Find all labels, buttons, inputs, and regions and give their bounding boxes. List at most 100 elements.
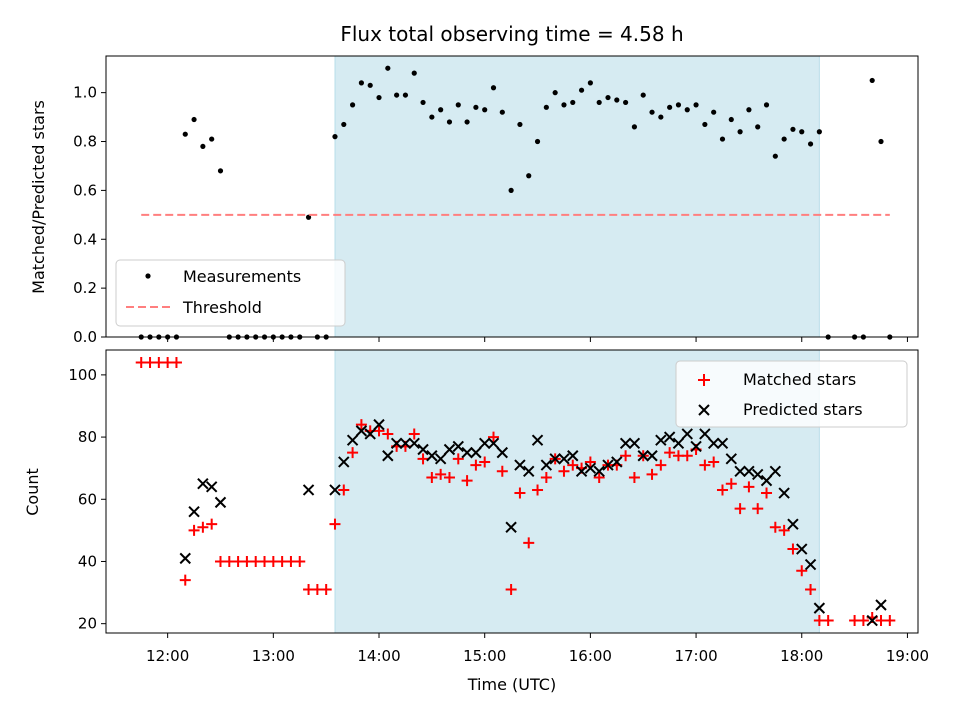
predicted-stars-point — [197, 478, 209, 490]
measurements-point — [702, 121, 708, 128]
x-axis-label: Time (UTC) — [467, 675, 556, 694]
measurements-point — [552, 90, 558, 96]
measurements-point — [191, 116, 197, 123]
matched-stars-point — [355, 419, 367, 431]
measurements-point — [534, 138, 541, 145]
predicted-stars-point — [426, 450, 438, 462]
matched-stars-point — [505, 583, 517, 595]
predicted-stars-point — [408, 437, 420, 450]
matched-stars-point — [822, 615, 834, 627]
matched-stars-point — [496, 465, 508, 477]
predicted-stars-point — [752, 468, 764, 481]
bottom-x-axis: 12:00 13:00 14:00 15:00 16:00 17:00 18:00 19:00 — [146, 633, 929, 665]
x-tick-label: 16:00 — [569, 647, 612, 665]
predicted-stars-point — [338, 456, 350, 468]
x-tick-label: 17:00 — [674, 647, 717, 665]
matched-stars-point — [417, 453, 429, 465]
matched-stars-point — [206, 518, 218, 530]
y-tick-label: 0.6 — [73, 181, 97, 199]
predicted-stars-point — [725, 453, 738, 465]
matched-stars-point — [294, 555, 306, 567]
predicted-stars-point — [179, 552, 191, 565]
predicted-stars-point — [531, 434, 544, 446]
x-tick-label: 19:00 — [886, 647, 929, 665]
predicted-stars-point — [355, 425, 368, 437]
measurements-point — [711, 109, 717, 115]
matched-stars-point — [435, 468, 447, 480]
predicted-stars-point — [593, 465, 605, 477]
matched-stars-point — [329, 518, 341, 530]
predicted-stars-point — [681, 428, 693, 440]
measurements-point — [667, 104, 673, 110]
measurements-point — [438, 107, 444, 113]
predicted-stars-point — [496, 446, 509, 459]
predicted-stars-point — [452, 440, 464, 453]
predicted-stars-point — [619, 437, 632, 450]
legend-matched-label: Matched stars — [743, 370, 856, 389]
predicted-stars-point — [787, 518, 799, 530]
measurements-point — [807, 141, 814, 147]
predicted-stars-point — [329, 484, 341, 496]
matched-stars-point — [769, 521, 781, 533]
matched-stars-point — [796, 565, 808, 577]
measurements-point — [561, 102, 567, 108]
bottom-y-axis: 20 40 60 80 100 — [68, 366, 106, 633]
legend-predicted-label: Predicted stars — [743, 400, 863, 419]
matched-stars-point — [699, 459, 711, 471]
measurements-point — [869, 77, 875, 84]
measurements-point — [526, 173, 532, 179]
measurements-point — [746, 107, 752, 113]
predicted-stars-point — [778, 487, 790, 499]
measurements-point — [341, 121, 347, 128]
observing-window-shade-top — [334, 55, 820, 338]
measurements-point — [719, 136, 726, 142]
x-tick-label: 18:00 — [780, 647, 823, 665]
x-tick-label: 14:00 — [357, 647, 400, 665]
matched-stars-point — [743, 481, 755, 493]
matched-stars-point — [787, 543, 799, 555]
measurements-point — [587, 80, 593, 86]
predicted-stars-point — [796, 543, 808, 555]
matched-stars-point — [373, 425, 385, 437]
predicted-stars-point — [672, 437, 685, 450]
measurements-point — [772, 153, 778, 159]
predicted-stars-point — [382, 450, 394, 462]
matched-stars-point — [857, 615, 869, 627]
predicted-stars-point — [302, 484, 315, 496]
measurements-point — [614, 97, 620, 103]
x-tick-label: 12:00 — [146, 647, 189, 665]
predicted-stars-point — [558, 453, 570, 465]
matched-stars-point — [532, 484, 544, 496]
top-legend: Measurements Threshold — [115, 259, 346, 327]
measurements-point — [790, 126, 796, 132]
predicted-stars-point — [461, 446, 473, 459]
predicted-stars-point — [540, 459, 553, 471]
matched-stars-point — [593, 472, 605, 484]
y-tick-label: 80 — [78, 428, 97, 446]
measurements-point — [517, 121, 523, 128]
top-legend-box — [115, 259, 346, 327]
predicted-stars-point — [417, 443, 429, 456]
top-panel: 0.0 0.2 0.4 0.6 0.8 1.0 Matched/Predicted sta… — [29, 55, 919, 346]
measurements-point — [728, 116, 734, 123]
predicted-stars-point — [769, 465, 782, 477]
measurements-point — [570, 99, 576, 106]
matched-stars-point — [752, 503, 764, 515]
predicted-stars-point — [549, 453, 561, 465]
measurements-point — [402, 92, 409, 98]
measurements-point — [693, 102, 699, 108]
matched-stars-point — [708, 456, 720, 468]
matched-stars-point — [540, 472, 552, 484]
measurements-point — [446, 119, 453, 125]
measurements-point — [209, 136, 215, 142]
matched-stars-point — [382, 428, 394, 440]
measurements-point — [781, 136, 787, 142]
matched-stars-point — [716, 484, 728, 496]
measurements-point — [684, 107, 690, 113]
legend-matched-marker — [698, 374, 710, 386]
measurements-point — [367, 82, 373, 88]
measurements-point — [376, 94, 382, 101]
predicted-stars-point — [567, 450, 579, 462]
predicted-stars-point — [514, 459, 526, 471]
